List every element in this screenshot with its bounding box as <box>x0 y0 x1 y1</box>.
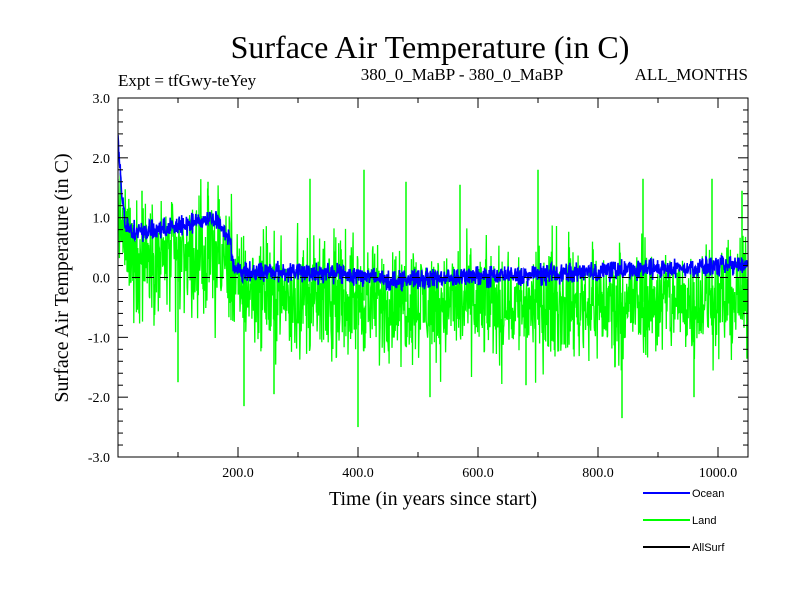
legend-label-land: Land <box>692 515 716 527</box>
x-tick-label: 400.0 <box>342 466 374 481</box>
x-tick-label: 800.0 <box>582 466 614 481</box>
y-tick-label: 0.0 <box>93 272 111 287</box>
axes: 200.0 400.0 600.0 800.0 1000.0 3.0 2.0 1.0 0.0 -1… <box>88 92 748 481</box>
plot-area <box>118 134 748 428</box>
experiment-label: Expt = tfGwy-teYey <box>118 71 257 90</box>
months-label: ALL_MONTHS <box>635 65 748 84</box>
y-tick-label: 2.0 <box>93 152 111 167</box>
y-tick-label: -2.0 <box>88 391 110 406</box>
chart-title: Surface Air Temperature (in C) <box>231 29 630 65</box>
period-label: 380_0_MaBP - 380_0_MaBP <box>361 65 563 84</box>
x-tick-label: 200.0 <box>222 466 254 481</box>
y-tick-label: 3.0 <box>93 92 111 107</box>
y-tick-label: -1.0 <box>88 331 110 346</box>
legend-label-ocean: Ocean <box>692 488 724 500</box>
y-tick-label: 1.0 <box>93 212 111 227</box>
legend: Ocean Land AllSurf <box>643 488 725 554</box>
y-tick-label: -3.0 <box>88 451 110 466</box>
x-tick-label: 600.0 <box>462 466 494 481</box>
legend-label-allsurf: AllSurf <box>692 542 725 554</box>
y-axis-label: Surface Air Temperature (in C) <box>51 153 73 402</box>
plot-data <box>118 134 748 428</box>
x-axis-label: Time (in years since start) <box>329 488 537 510</box>
x-tick-label: 1000.0 <box>699 466 738 481</box>
